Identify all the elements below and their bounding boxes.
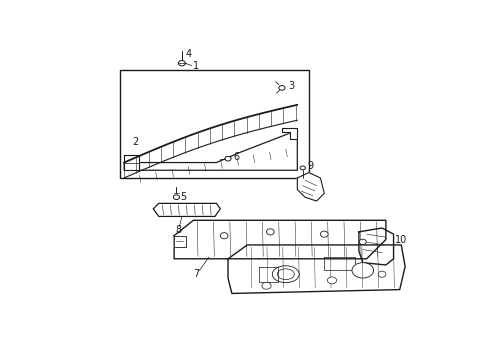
Polygon shape bbox=[359, 228, 393, 265]
Ellipse shape bbox=[262, 282, 271, 289]
Text: 9: 9 bbox=[307, 161, 314, 171]
Ellipse shape bbox=[279, 86, 285, 90]
Polygon shape bbox=[174, 236, 186, 247]
Text: 6: 6 bbox=[233, 152, 240, 162]
Bar bbox=[120, 70, 309, 178]
Text: 5: 5 bbox=[180, 192, 187, 202]
Text: 3: 3 bbox=[288, 81, 294, 91]
Polygon shape bbox=[228, 245, 405, 293]
Polygon shape bbox=[174, 220, 386, 259]
Polygon shape bbox=[153, 203, 220, 216]
Ellipse shape bbox=[352, 263, 373, 278]
Polygon shape bbox=[297, 172, 324, 201]
Ellipse shape bbox=[378, 271, 386, 277]
Ellipse shape bbox=[173, 195, 179, 199]
Ellipse shape bbox=[320, 231, 328, 237]
Text: 2: 2 bbox=[132, 137, 138, 147]
Text: 1: 1 bbox=[194, 61, 199, 71]
Text: 10: 10 bbox=[395, 235, 407, 244]
Ellipse shape bbox=[277, 269, 294, 280]
Ellipse shape bbox=[225, 156, 231, 161]
Text: 4: 4 bbox=[186, 49, 192, 59]
Ellipse shape bbox=[327, 277, 337, 284]
Ellipse shape bbox=[220, 233, 228, 239]
Ellipse shape bbox=[178, 60, 185, 66]
Text: 7: 7 bbox=[194, 269, 199, 279]
Polygon shape bbox=[124, 155, 140, 170]
Ellipse shape bbox=[300, 166, 305, 170]
Ellipse shape bbox=[272, 266, 299, 283]
Polygon shape bbox=[124, 132, 297, 170]
Polygon shape bbox=[282, 128, 297, 139]
Ellipse shape bbox=[359, 239, 366, 244]
Text: 8: 8 bbox=[175, 225, 182, 235]
Ellipse shape bbox=[267, 229, 274, 235]
